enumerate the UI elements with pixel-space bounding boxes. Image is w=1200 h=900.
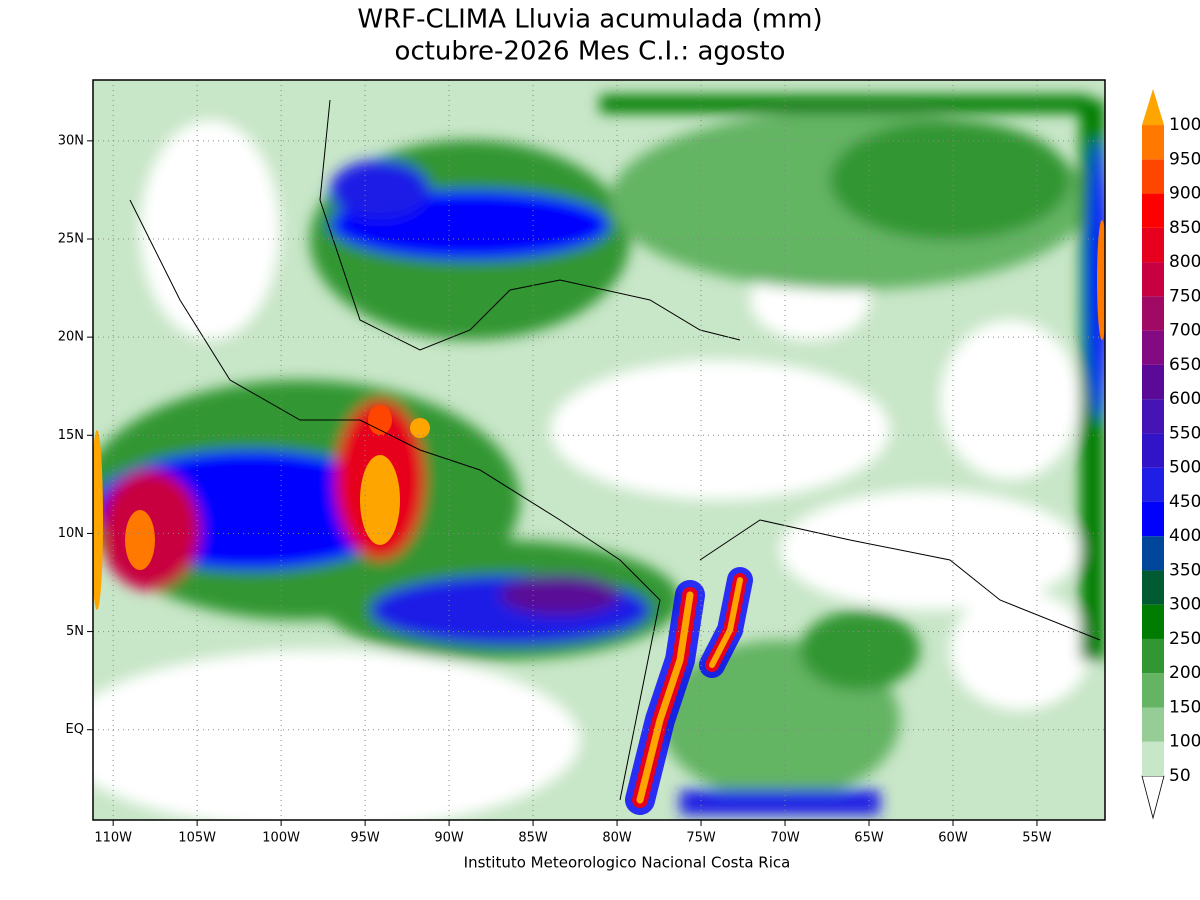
colorbar-label: 700 (1169, 321, 1200, 341)
x-tick-label: 85W (518, 831, 548, 846)
colorbar-box (1142, 536, 1164, 571)
colorbar-label: 900 (1169, 184, 1200, 204)
precip-field (93, 80, 1105, 820)
x-tick-label: 95W (350, 831, 380, 846)
colorbar-label: 100 (1169, 732, 1200, 752)
y-tick-label: 5N (66, 624, 84, 639)
y-tick-label: 10N (58, 526, 84, 541)
colorbar-box (1142, 296, 1164, 331)
colorbar-label: 450 (1169, 492, 1200, 512)
colorbar-box (1142, 604, 1164, 639)
y-tick-label: 15N (58, 428, 84, 443)
x-tick-label: 60W (938, 831, 968, 846)
colorbar-label: 750 (1169, 286, 1200, 306)
x-tick-label: 75W (686, 831, 716, 846)
colorbar-box (1142, 227, 1164, 263)
colorbar-box (1142, 262, 1164, 297)
chart-title: WRF-CLIMA Lluvia acumulada (mm) (357, 5, 822, 35)
colorbar-box (1142, 399, 1164, 434)
colorbar-box (1142, 467, 1164, 502)
colorbar-label: 650 (1169, 355, 1200, 375)
colorbar-box (1142, 330, 1164, 365)
colorbar-box (1142, 433, 1164, 468)
x-tick-label: 110W (94, 831, 132, 846)
y-tick-label: EQ (66, 722, 84, 737)
x-tick-label: 55W (1022, 831, 1052, 846)
colorbar-label: 800 (1169, 252, 1200, 272)
x-tick-label: 70W (770, 831, 800, 846)
colorbar-label: 600 (1169, 389, 1200, 409)
colorbar-box (1142, 501, 1164, 537)
colorbar-label: 350 (1169, 560, 1200, 580)
colorbar-label: 850 (1169, 218, 1200, 238)
colorbar-label: 200 (1169, 663, 1200, 683)
colorbar-label: 250 (1169, 629, 1200, 649)
colorbar-box (1142, 159, 1164, 194)
colorbar-box (1142, 125, 1164, 160)
y-tick-label: 30N (58, 133, 84, 148)
colorbar-label: 150 (1169, 697, 1200, 717)
y-tick-label: 20N (58, 330, 84, 345)
plot-frame (92, 79, 1106, 821)
y-tick-label: 25N (58, 231, 84, 246)
colorbar-label: 50 (1169, 766, 1191, 786)
colorbar-box (1142, 193, 1164, 228)
colorbar-under (1141, 775, 1165, 820)
colorbar-label: 550 (1169, 423, 1200, 443)
x-tick-label: 80W (602, 831, 632, 846)
colorbar-box (1142, 638, 1164, 674)
chart-subtitle: octubre-2026 Mes C.I.: agosto (395, 37, 786, 67)
colorbar-box (1142, 707, 1164, 742)
colorbar-over (1142, 89, 1164, 126)
colorbar-box (1142, 673, 1164, 708)
caption: Instituto Meteorologico Nacional Costa R… (464, 854, 791, 872)
x-tick-label: 65W (854, 831, 884, 846)
colorbar-box (1142, 741, 1164, 776)
colorbar-label: 950 (1169, 149, 1200, 169)
x-tick-label: 100W (262, 831, 300, 846)
x-tick-label: 105W (178, 831, 216, 846)
colorbar-label: 300 (1169, 595, 1200, 615)
colorbar-label: 400 (1169, 526, 1200, 546)
colorbar-box (1142, 570, 1164, 605)
x-tick-label: 90W (434, 831, 464, 846)
colorbar-label: 1000 (1169, 115, 1200, 135)
colorbar-box (1142, 364, 1164, 400)
colorbar-label: 500 (1169, 458, 1200, 478)
